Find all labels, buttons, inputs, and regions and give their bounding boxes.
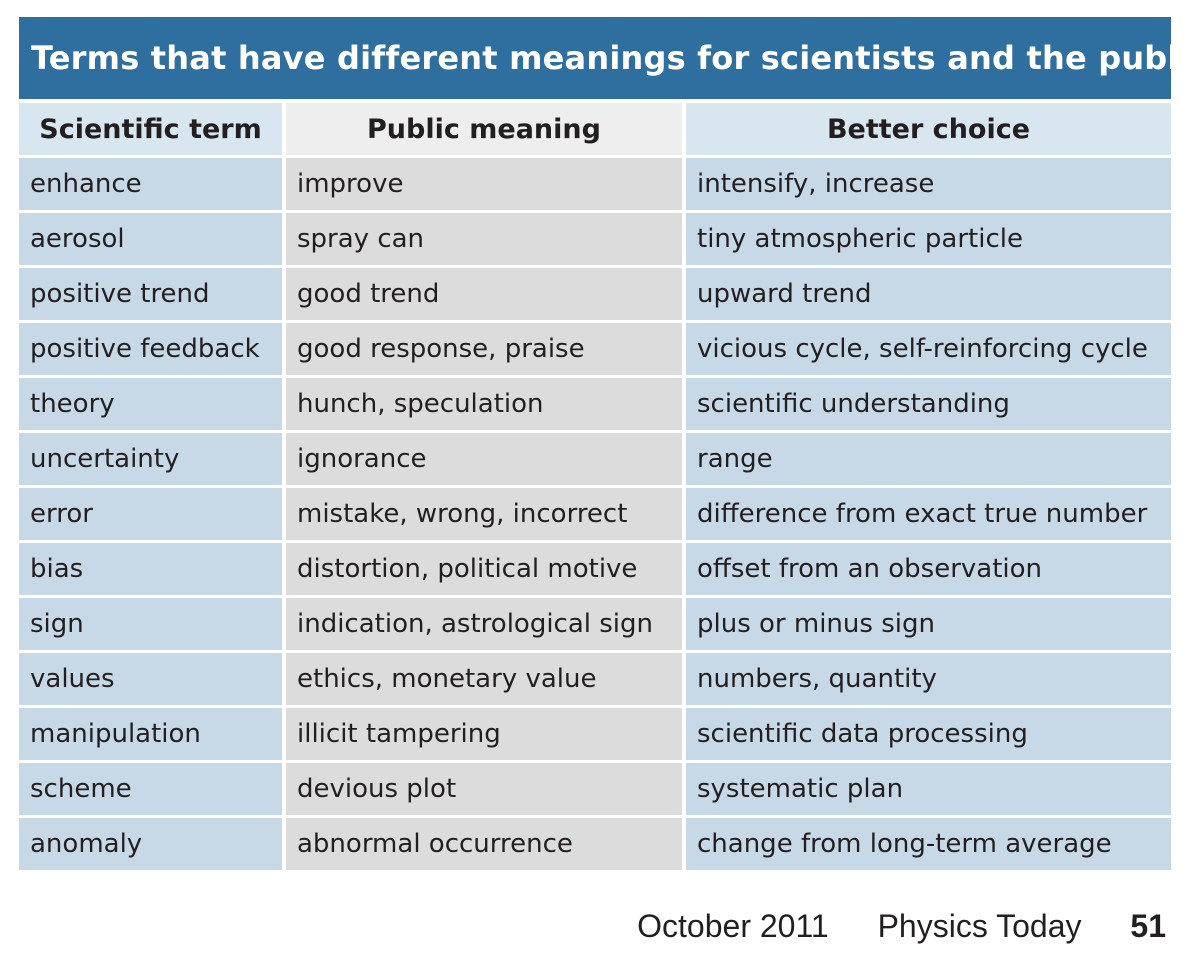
scientific-term-cell: uncertainty: [19, 433, 282, 485]
public-meaning-cell: good trend: [286, 268, 682, 320]
better-choice-cell: scientific data processing: [686, 708, 1171, 760]
public-meaning-cell: devious plot: [286, 763, 682, 815]
better-choice-cell: systematic plan: [686, 763, 1171, 815]
column-header-scientific-term: Scientific term: [19, 103, 282, 155]
better-choice-cell: upward trend: [686, 268, 1171, 320]
better-choice-cell: intensify, increase: [686, 158, 1171, 210]
scientific-term-cell: error: [19, 488, 282, 540]
better-choice-cell: offset from an observation: [686, 543, 1171, 595]
public-meaning-cell: good response, praise: [286, 323, 682, 375]
better-choice-cell: numbers, quantity: [686, 653, 1171, 705]
scientific-term-cell: anomaly: [19, 818, 282, 870]
footer-publication: Physics Today: [877, 908, 1082, 944]
public-meaning-cell: hunch, speculation: [286, 378, 682, 430]
table-title: Terms that have different meanings for s…: [19, 17, 1200, 99]
page-number: 51: [1130, 908, 1166, 944]
better-choice-cell: scientific understanding: [686, 378, 1171, 430]
scientific-term-cell: scheme: [19, 763, 282, 815]
public-meaning-cell: indication, astrological sign: [286, 598, 682, 650]
public-meaning-cell: spray can: [286, 213, 682, 265]
column-header-public-meaning: Public meaning: [286, 103, 682, 155]
scientific-term-cell: sign: [19, 598, 282, 650]
better-choice-cell: plus or minus sign: [686, 598, 1171, 650]
scientific-term-cell: manipulation: [19, 708, 282, 760]
public-meaning-cell: distortion, political motive: [286, 543, 682, 595]
table-grid: Scientific term Public meaning Better ch…: [19, 103, 1171, 870]
scientific-term-cell: positive feedback: [19, 323, 282, 375]
column-header-better-choice: Better choice: [686, 103, 1171, 155]
better-choice-cell: tiny atmospheric particle: [686, 213, 1171, 265]
scientific-term-cell: positive trend: [19, 268, 282, 320]
scientific-term-cell: aerosol: [19, 213, 282, 265]
better-choice-cell: range: [686, 433, 1171, 485]
public-meaning-cell: ethics, monetary value: [286, 653, 682, 705]
better-choice-cell: difference from exact true number: [686, 488, 1171, 540]
better-choice-cell: vicious cycle, self-reinforcing cycle: [686, 323, 1171, 375]
public-meaning-cell: mistake, wrong, incorrect: [286, 488, 682, 540]
terms-table: Terms that have different meanings for s…: [19, 17, 1200, 870]
public-meaning-cell: illicit tampering: [286, 708, 682, 760]
scientific-term-cell: values: [19, 653, 282, 705]
page-footer: October 2011 Physics Today 51: [637, 908, 1166, 945]
public-meaning-cell: abnormal occurrence: [286, 818, 682, 870]
scientific-term-cell: enhance: [19, 158, 282, 210]
scientific-term-cell: bias: [19, 543, 282, 595]
better-choice-cell: change from long-term average: [686, 818, 1171, 870]
public-meaning-cell: ignorance: [286, 433, 682, 485]
scientific-term-cell: theory: [19, 378, 282, 430]
footer-date: October 2011: [637, 908, 829, 944]
public-meaning-cell: improve: [286, 158, 682, 210]
